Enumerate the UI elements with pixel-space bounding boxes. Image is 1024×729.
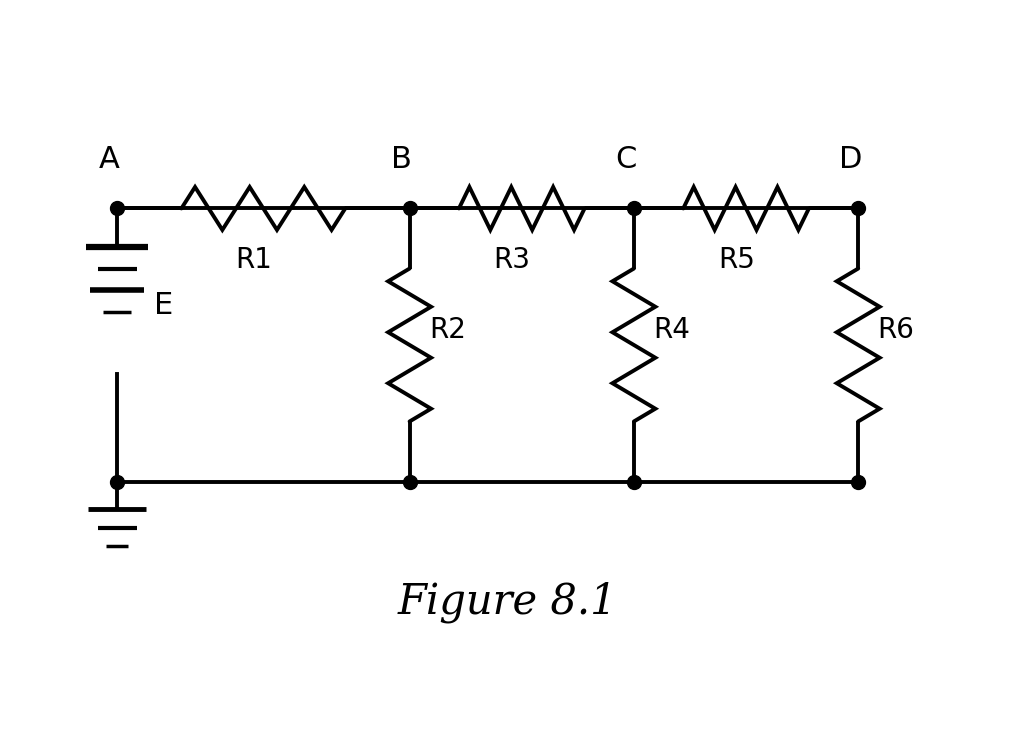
Text: R5: R5 [718, 246, 755, 273]
Text: B: B [391, 145, 413, 174]
Text: E: E [154, 292, 173, 321]
Text: A: A [98, 145, 120, 174]
Text: R6: R6 [878, 316, 914, 344]
Text: C: C [615, 145, 637, 174]
Text: R3: R3 [494, 246, 530, 273]
Text: D: D [839, 145, 862, 174]
Text: Figure 8.1: Figure 8.1 [397, 581, 616, 623]
Text: R2: R2 [429, 316, 466, 344]
Text: R1: R1 [236, 246, 272, 273]
Text: R4: R4 [653, 316, 690, 344]
